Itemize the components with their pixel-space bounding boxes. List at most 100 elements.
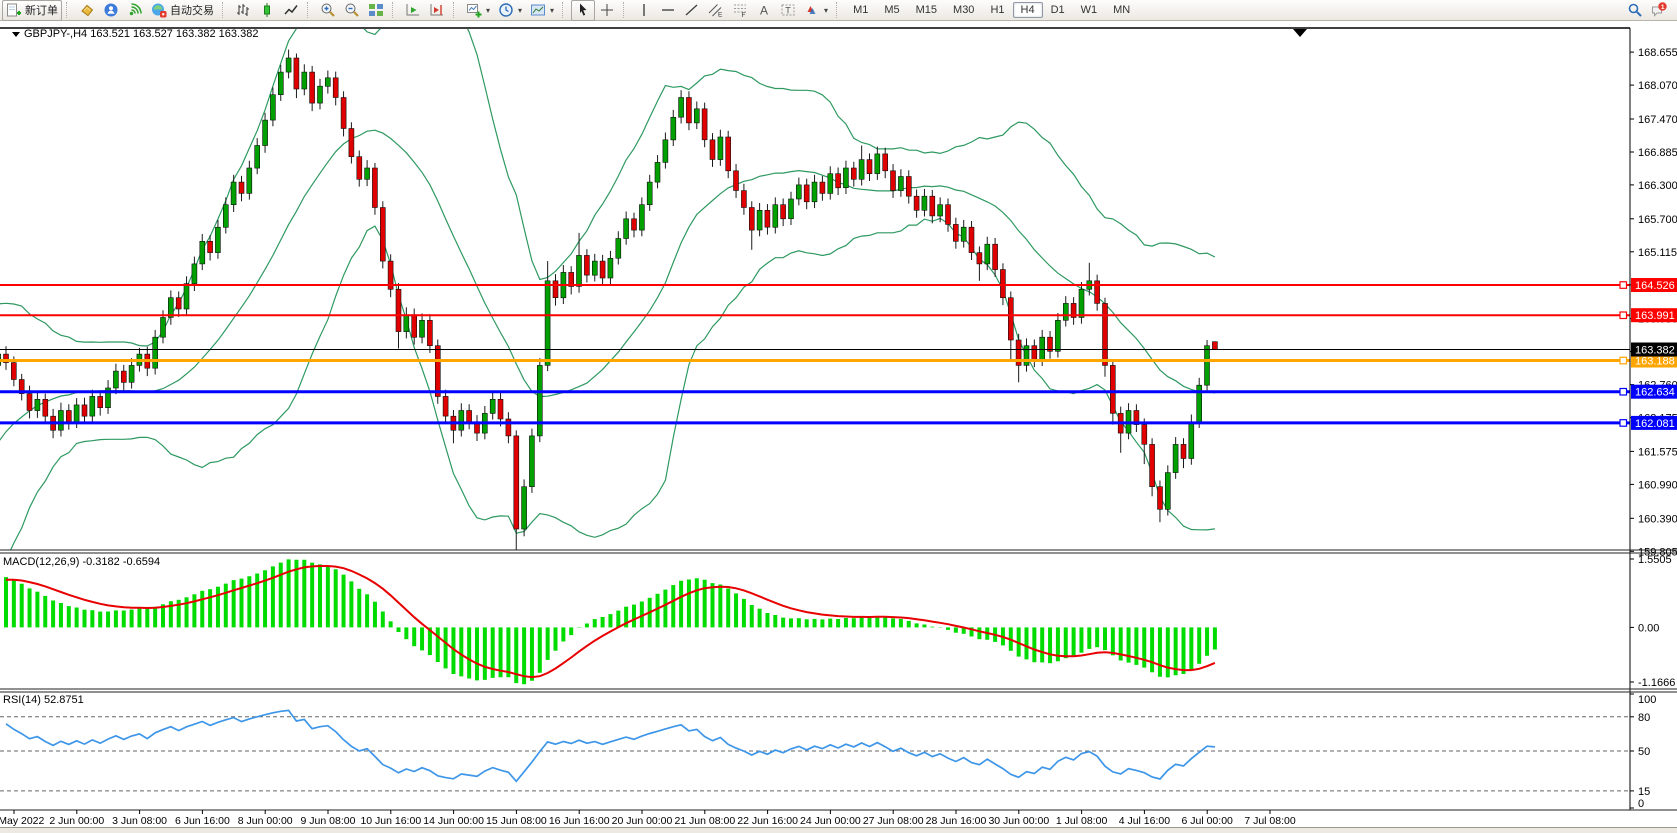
timeframe-button-M5[interactable]: M5 xyxy=(884,4,900,16)
date-label: 22 Jun 16:00 xyxy=(737,815,798,827)
rsi-line xyxy=(5,709,1215,783)
periods-button[interactable]: ▾ xyxy=(494,0,526,21)
text-tool-button[interactable]: A xyxy=(752,0,776,21)
date-label: 10 Jun 16:00 xyxy=(360,815,421,827)
new-order-icon xyxy=(6,2,22,18)
candlestick-icon xyxy=(259,2,275,18)
timeframe-button-H1[interactable]: H1 xyxy=(990,4,1005,16)
chart-shift-icon xyxy=(429,2,445,18)
price-line-label: 163.382 xyxy=(1635,345,1675,357)
crosshair-tool-button[interactable] xyxy=(595,0,619,21)
chart-shift-button[interactable] xyxy=(425,0,449,21)
templates-button[interactable]: ▾ xyxy=(526,0,558,21)
date-label: 7 Jul 08:00 xyxy=(1244,815,1296,827)
timeframe-button-M30[interactable]: M30 xyxy=(953,4,975,16)
price-line-label: 164.526 xyxy=(1635,280,1675,292)
price-axis[interactable]: 168.655 168.070 167.470 166.885 166.300 165.7… xyxy=(1630,47,1677,558)
toolbar-separator xyxy=(836,2,841,18)
price-line-label-box xyxy=(1631,278,1677,292)
date-label: 30 Jun 00:00 xyxy=(988,815,1049,827)
line-handle xyxy=(1619,311,1628,320)
chart-frame xyxy=(0,27,1677,811)
line-handle xyxy=(1619,356,1628,365)
date-label: 27 Jun 08:00 xyxy=(863,815,924,827)
macd-indicator-label: MACD(12,26,9) -0.3182 -0.6594 xyxy=(3,556,161,568)
trendline-tool-button[interactable] xyxy=(680,0,704,21)
candlestick-mode-button[interactable] xyxy=(255,0,279,21)
rsi-indicator-label: RSI(14) 52.8751 xyxy=(3,694,84,706)
channel-tool-button[interactable]: E xyxy=(704,0,728,21)
price-tick-label: 165.700 xyxy=(1638,214,1677,226)
tile-windows-button[interactable] xyxy=(364,0,388,21)
timeframe-button-D1[interactable]: D1 xyxy=(1050,4,1065,16)
search-icon[interactable] xyxy=(1627,2,1643,18)
timeframe-button-W1[interactable]: W1 xyxy=(1080,4,1098,16)
price-line-label: 163.991 xyxy=(1635,310,1675,322)
cursor-tool-button[interactable] xyxy=(571,0,596,21)
timeframe-button-M15[interactable]: M15 xyxy=(915,4,938,16)
rsi-pane xyxy=(0,709,1630,792)
date-label: 14 Jun 00:00 xyxy=(423,815,484,827)
chat-notification-icon[interactable]: 1 xyxy=(1651,2,1667,18)
date-label: 4 Jul 16:00 xyxy=(1119,815,1171,827)
rsi-scale-label: 100 xyxy=(1638,694,1656,706)
price-tick-label: 159.805 xyxy=(1638,546,1677,558)
toolbar-separator xyxy=(222,2,227,18)
text-label-icon: T xyxy=(780,2,796,18)
toolbar-separator xyxy=(562,2,567,18)
toolbar-separator xyxy=(307,2,312,18)
line-chart-mode-button[interactable] xyxy=(279,0,303,21)
text-label-tool-button[interactable]: T xyxy=(776,0,800,21)
timeframe-button-M1[interactable]: M1 xyxy=(853,4,869,16)
market-button[interactable] xyxy=(75,0,99,21)
community-button[interactable] xyxy=(99,0,123,21)
vertical-line-tool-button[interactable] xyxy=(632,0,656,21)
auto-scroll-button[interactable] xyxy=(401,0,425,21)
price-tick-label: 166.885 xyxy=(1638,147,1677,159)
indicators-button[interactable]: ▾ xyxy=(462,0,494,21)
svg-text:T: T xyxy=(785,6,791,16)
svg-text:E: E xyxy=(718,12,723,19)
horizontal-line-tool-button[interactable] xyxy=(656,0,680,21)
chevron-down-icon: ▾ xyxy=(486,5,491,15)
chart-title: GBPJPY-,H4 163.521 163.527 163.382 163.3… xyxy=(12,28,258,40)
price-line-label-box xyxy=(1631,415,1677,430)
macd-scale-label: 1.5505 xyxy=(1638,554,1672,566)
zoom-out-icon xyxy=(344,2,360,18)
date-label: 6 Jun 16:00 xyxy=(175,815,230,827)
autotrading-label: 自动交易 xyxy=(170,5,214,17)
auto-scroll-icon xyxy=(405,2,421,18)
chart-shift-marker-icon xyxy=(1293,29,1307,37)
chart-marker-icon xyxy=(12,32,20,37)
price-level-lines xyxy=(0,281,1630,427)
timeframe-button-MN[interactable]: MN xyxy=(1113,4,1131,16)
price-line-label-box xyxy=(1631,308,1677,323)
date-label: 31 May 2022 xyxy=(0,815,45,827)
time-axis[interactable]: 31 May 2022 2 Jun 00:00 3 Jun 08:00 6 Jun 1… xyxy=(0,810,1296,827)
date-label: 21 Jun 08:00 xyxy=(674,815,735,827)
bar-chart-mode-button[interactable] xyxy=(231,0,255,21)
community-icon xyxy=(103,2,119,18)
new-order-button[interactable]: 新订单 xyxy=(2,0,62,21)
rsi-scale-label: 80 xyxy=(1638,712,1650,724)
date-label: 16 Jun 16:00 xyxy=(549,815,610,827)
line-chart-icon xyxy=(283,2,299,18)
price-tick-label: 168.070 xyxy=(1638,80,1677,92)
signals-button[interactable] xyxy=(123,0,147,21)
fibonacci-icon: F xyxy=(732,2,748,18)
price-line-label-box xyxy=(1631,353,1677,368)
toolbar-right-group: 1 xyxy=(1627,2,1675,18)
autotrading-button[interactable]: 自动交易 xyxy=(147,0,218,21)
autotrading-icon xyxy=(151,2,167,18)
toolbar-separator xyxy=(392,2,397,18)
toolbar-separator xyxy=(66,2,71,18)
zoom-in-button[interactable] xyxy=(316,0,340,21)
arrows-tool-button[interactable]: ▾ xyxy=(800,0,832,21)
rsi-scale-label: 50 xyxy=(1638,746,1650,758)
fibonacci-tool-button[interactable]: F xyxy=(728,0,752,21)
zoom-out-button[interactable] xyxy=(340,0,364,21)
timeframe-button-H4[interactable]: H4 xyxy=(1012,2,1043,18)
line-handle xyxy=(1619,281,1628,289)
timeframe-group: M1 M5 M15 M30 H1 H4 D1 W1 MN xyxy=(845,2,1138,18)
